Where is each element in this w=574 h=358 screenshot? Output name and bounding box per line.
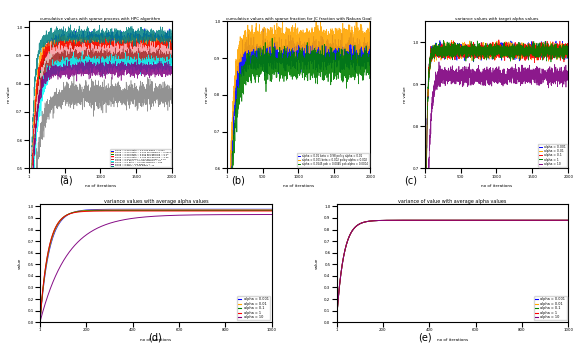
Text: (b): (b) xyxy=(231,175,245,185)
Text: (a): (a) xyxy=(59,175,73,185)
Text: (d): (d) xyxy=(148,333,162,343)
Title: variance values with target alpha values: variance values with target alpha values xyxy=(455,17,538,21)
Title: variance of value with average alpha values: variance of value with average alpha val… xyxy=(398,199,507,204)
Legend: alpha = 0.001, alpha = 0.01, alpha = 0.1, alpha = 1, alpha = 10: alpha = 0.001, alpha = 0.01, alpha = 0.1… xyxy=(534,296,567,320)
Title: variance values with average alpha values: variance values with average alpha value… xyxy=(104,199,208,204)
X-axis label: no of iterations: no of iterations xyxy=(437,338,468,342)
Text: (c): (c) xyxy=(404,175,417,185)
X-axis label: no of iterations: no of iterations xyxy=(481,184,512,188)
Y-axis label: re value: re value xyxy=(403,87,407,103)
Legend: alpha = 0.001, alpha = 0.01, alpha = 0.1, alpha = 1, alpha = 10: alpha = 0.001, alpha = 0.01, alpha = 0.1… xyxy=(538,144,567,167)
Y-axis label: value: value xyxy=(18,257,22,269)
Legend: alpha = 0.001, alpha = 0.01, alpha = 0.1, alpha = 1, alpha = 10: alpha = 0.001, alpha = 0.01, alpha = 0.1… xyxy=(238,296,270,320)
Legend: alpha = 0.001 beta = 0.5 pok alpha = 0.007, alpha = 0.002 beta = 0.202 mu gamma : alpha = 0.001 beta = 0.5 pok alpha = 0.0… xyxy=(110,149,171,167)
Y-axis label: value: value xyxy=(315,257,319,269)
X-axis label: no of iterations: no of iterations xyxy=(85,184,116,188)
X-axis label: no of iterations: no of iterations xyxy=(283,184,314,188)
Legend: alpha = 0.01 beta = 0.98 policy alpha = 0.01, alpha = 0.001 beta = 0.002 policy : alpha = 0.01 beta = 0.98 policy alpha = … xyxy=(297,153,369,167)
Title: cumulative values with sparse fraction for JC fraction with Nakura Goal: cumulative values with sparse fraction f… xyxy=(226,17,371,21)
Text: (e): (e) xyxy=(418,333,432,343)
Y-axis label: re value: re value xyxy=(7,87,11,103)
Title: cumulative values with sparse process with HPC algorithm: cumulative values with sparse process wi… xyxy=(40,17,161,21)
X-axis label: no of iterations: no of iterations xyxy=(141,338,172,342)
Y-axis label: re value: re value xyxy=(205,87,209,103)
